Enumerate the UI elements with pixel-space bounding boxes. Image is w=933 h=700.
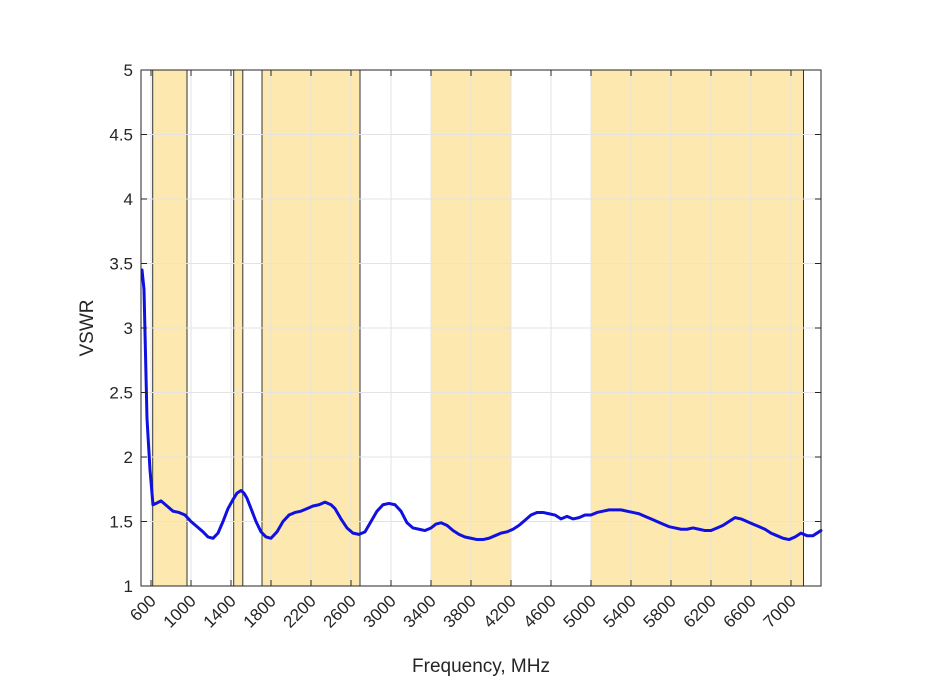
x-tick-label: 1000 bbox=[160, 591, 200, 631]
y-tick-label: 1 bbox=[124, 577, 133, 596]
y-tick-label: 3.5 bbox=[109, 255, 133, 274]
x-tick-label: 2600 bbox=[320, 591, 360, 631]
y-tick-label: 4.5 bbox=[109, 126, 133, 145]
y-axis-label: VSWR bbox=[77, 300, 98, 357]
y-tick-label: 1.5 bbox=[109, 513, 133, 532]
y-tick-label: 3 bbox=[124, 319, 133, 338]
x-tick-label: 5000 bbox=[560, 591, 600, 631]
x-tick-label: 6200 bbox=[680, 591, 720, 631]
y-axis-ticks: 1 1.5 2 2.5 3 3.5 4 4.5 5 bbox=[109, 61, 821, 596]
y-tick-label: 2.5 bbox=[109, 384, 133, 403]
x-tick-label: 3400 bbox=[400, 591, 440, 631]
x-tick-label: 5400 bbox=[600, 591, 640, 631]
y-tick-label: 5 bbox=[124, 61, 133, 80]
y-tick-label: 2 bbox=[124, 448, 133, 467]
x-tick-label: 7000 bbox=[760, 591, 800, 631]
x-tick-label: 1800 bbox=[240, 591, 280, 631]
x-axis-label: Frequency, MHz bbox=[412, 656, 550, 677]
grid-lines bbox=[141, 69, 821, 587]
data-series bbox=[140, 268, 823, 542]
x-tick-label: 3800 bbox=[440, 591, 480, 631]
vswr-series-line bbox=[140, 268, 823, 542]
y-tick-label: 4 bbox=[124, 190, 133, 209]
x-tick-label: 5800 bbox=[640, 591, 680, 631]
x-tick-label: 1400 bbox=[200, 591, 240, 631]
x-tick-label: 2200 bbox=[280, 591, 320, 631]
x-tick-label: 3000 bbox=[360, 591, 400, 631]
x-tick-label: 4600 bbox=[520, 591, 560, 631]
x-tick-label: 6600 bbox=[720, 591, 760, 631]
x-tick-label: 600 bbox=[126, 591, 159, 624]
x-tick-label: 4200 bbox=[480, 591, 520, 631]
